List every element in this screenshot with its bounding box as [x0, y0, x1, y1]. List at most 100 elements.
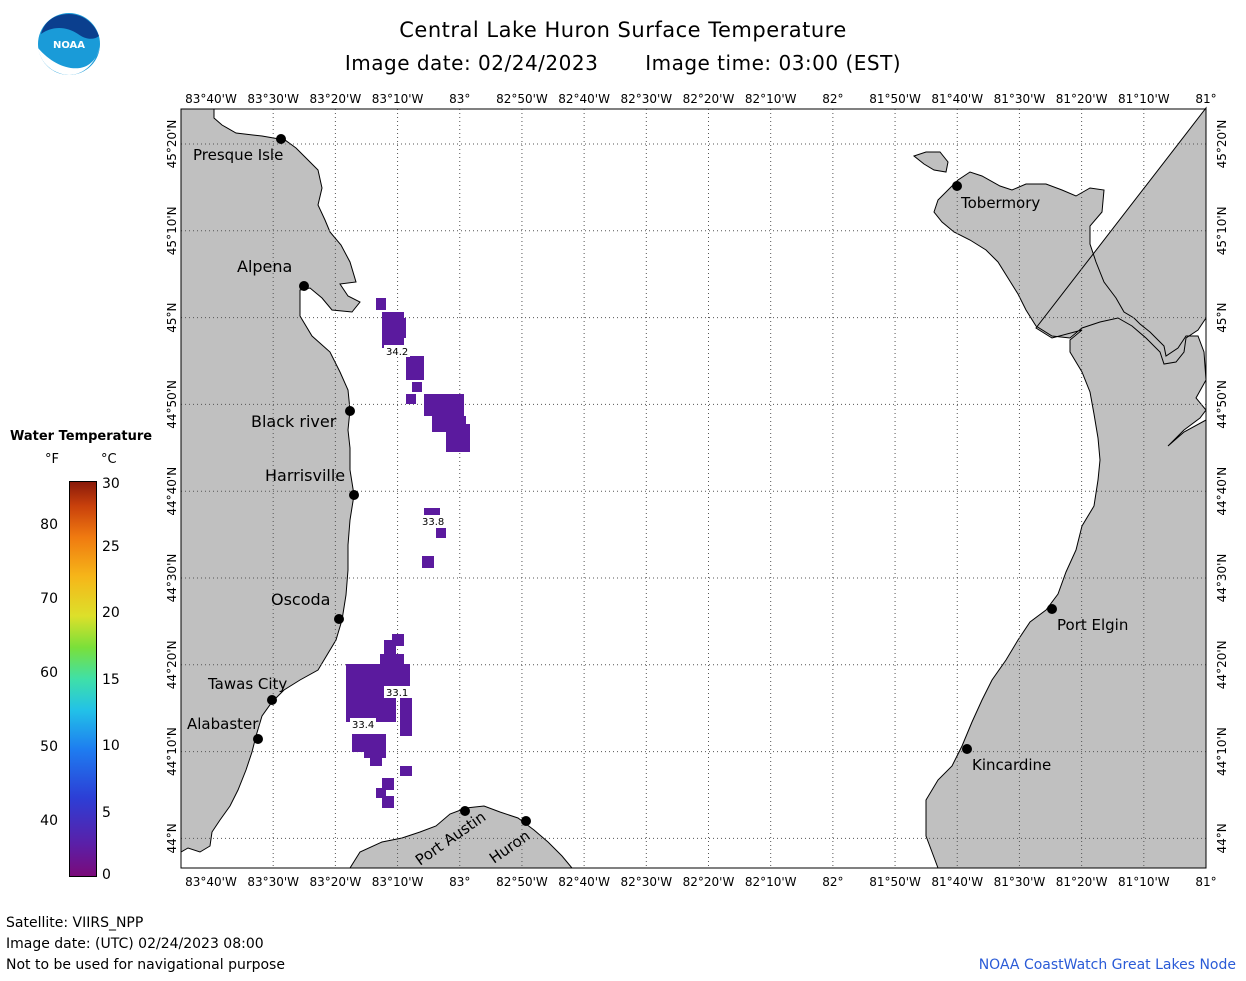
- longitude-label: 83°20'W: [310, 875, 362, 889]
- longitude-label: 82°40'W: [558, 875, 610, 889]
- city-marker-port-elgin: [1047, 604, 1057, 614]
- tick-c-0: 0: [102, 867, 111, 883]
- image-time: Image time: 03:00 (EST): [645, 51, 902, 75]
- latitude-label: 45°10'N: [1215, 206, 1229, 255]
- city-black-river: Black river: [251, 412, 337, 431]
- city-tawas-city: Tawas City: [207, 675, 287, 693]
- longitude-label: 81°: [1195, 875, 1216, 889]
- subtitle: Image date: 02/24/2023 Image time: 03:00…: [0, 51, 1246, 75]
- temp-label-3: 33.1: [386, 688, 408, 699]
- tick-f-60: 60: [40, 665, 58, 681]
- page-title: Central Lake Huron Surface Temperature: [399, 18, 847, 42]
- longitude-label: 81°30'W: [994, 875, 1046, 889]
- city-marker-kincardine: [962, 744, 972, 754]
- longitude-label: 81°10'W: [1118, 92, 1170, 106]
- tick-c-10: 10: [102, 738, 120, 754]
- tick-f-40: 40: [40, 813, 58, 829]
- city-marker-tawas-city: [267, 695, 277, 705]
- image-date: Image date: 02/24/2023: [344, 51, 599, 75]
- latitude-label: 45°20'N: [165, 120, 179, 169]
- longitude-label: 82°40'W: [558, 92, 610, 106]
- longitude-label: 81°50'W: [869, 875, 921, 889]
- latitude-label: 44°10'N: [1215, 727, 1229, 776]
- footer-satellite: Satellite: VIIRS_NPP: [6, 915, 144, 931]
- longitude-label: 81°50'W: [869, 92, 921, 106]
- latitude-label: 45°N: [1215, 302, 1229, 332]
- longitude-label: 83°: [449, 92, 470, 106]
- longitude-label: 83°30'W: [247, 92, 299, 106]
- latitude-label: 45°N: [165, 302, 179, 332]
- footer-credit: NOAA CoastWatch Great Lakes Node: [978, 957, 1236, 973]
- longitude-label: 82°: [822, 92, 843, 106]
- city-marker-alpena: [299, 281, 309, 291]
- latitude-label: 44°40'N: [165, 467, 179, 516]
- city-alpena: Alpena: [237, 257, 292, 276]
- latitude-label: 44°N: [1215, 823, 1229, 853]
- city-marker-presque-isle: [276, 134, 286, 144]
- land-island: [912, 151, 949, 173]
- longitude-label: 82°30'W: [620, 92, 672, 106]
- longitude-label: 82°30'W: [620, 875, 672, 889]
- longitude-label: 82°20'W: [683, 92, 735, 106]
- latitude-label: 44°50'N: [1215, 380, 1229, 429]
- latitude-label: 44°50'N: [165, 380, 179, 429]
- longitude-label: 81°40'W: [931, 875, 983, 889]
- latitude-label: 45°20'N: [1215, 120, 1229, 169]
- legend-unit-f: °F: [45, 452, 59, 467]
- city-marker-huron: [521, 816, 531, 826]
- longitude-label: 83°10'W: [372, 875, 424, 889]
- city-tobermory: Tobermory: [960, 194, 1040, 212]
- latitude-label: 44°30'N: [165, 554, 179, 603]
- city-port-elgin: Port Elgin: [1057, 616, 1128, 634]
- land-thumb: [349, 805, 574, 869]
- longitude-label: 81°30'W: [994, 92, 1046, 106]
- legend-title: Water Temperature: [10, 429, 153, 444]
- longitude-label: 82°10'W: [745, 875, 797, 889]
- longitude-label: 81°10'W: [1118, 875, 1170, 889]
- tick-c-5: 5: [102, 805, 111, 821]
- latitude-label: 45°10'N: [165, 206, 179, 255]
- tick-c-25: 25: [102, 539, 120, 555]
- latitude-label: 44°10'N: [165, 727, 179, 776]
- longitude-label: 83°40'W: [185, 92, 237, 106]
- longitude-label: 81°20'W: [1056, 92, 1108, 106]
- latitude-label: 44°N: [165, 823, 179, 853]
- temp-label-2: 33.8: [422, 517, 444, 528]
- city-marker-black-river: [345, 406, 355, 416]
- tick-c-20: 20: [102, 605, 120, 621]
- temp-label-1: 34.2: [386, 347, 408, 358]
- city-harrisville: Harrisville: [265, 466, 345, 485]
- legend-unit-c: °C: [101, 452, 117, 467]
- tick-c-15: 15: [102, 672, 120, 688]
- noaa-logo: NOAA: [38, 13, 100, 75]
- color-scale-bar: [69, 481, 97, 877]
- longitude-label: 81°20'W: [1056, 875, 1108, 889]
- city-marker-alabaster: [253, 734, 263, 744]
- city-marker-port-austin: [460, 806, 470, 816]
- longitude-label: 82°10'W: [745, 92, 797, 106]
- city-marker-tobermory: [952, 181, 962, 191]
- svg-text:NOAA: NOAA: [53, 40, 85, 51]
- latitude-label: 44°40'N: [1215, 467, 1229, 516]
- city-marker-oscoda: [334, 614, 344, 624]
- temperature-pixels: [346, 298, 470, 808]
- tick-f-80: 80: [40, 517, 58, 533]
- city-presque-isle: Presque Isle: [193, 146, 283, 164]
- tick-f-70: 70: [40, 591, 58, 607]
- longitude-label: 83°40'W: [185, 875, 237, 889]
- longitude-label: 82°20'W: [683, 875, 735, 889]
- latitude-label: 44°20'N: [1215, 640, 1229, 689]
- temp-label-4: 33.4: [352, 720, 374, 731]
- tick-c-30: 30: [102, 476, 120, 492]
- longitude-label: 81°: [1195, 92, 1216, 106]
- footer-utc-date: Image date: (UTC) 02/24/2023 08:00: [6, 936, 264, 952]
- longitude-label: 83°10'W: [372, 92, 424, 106]
- land-michigan: [180, 108, 361, 853]
- longitude-label: 82°: [822, 875, 843, 889]
- longitude-label: 82°50'W: [496, 92, 548, 106]
- latitude-label: 44°30'N: [1215, 554, 1229, 603]
- land-ontario: [925, 106, 1207, 869]
- longitude-label: 83°: [449, 875, 470, 889]
- latitude-label: 44°20'N: [165, 640, 179, 689]
